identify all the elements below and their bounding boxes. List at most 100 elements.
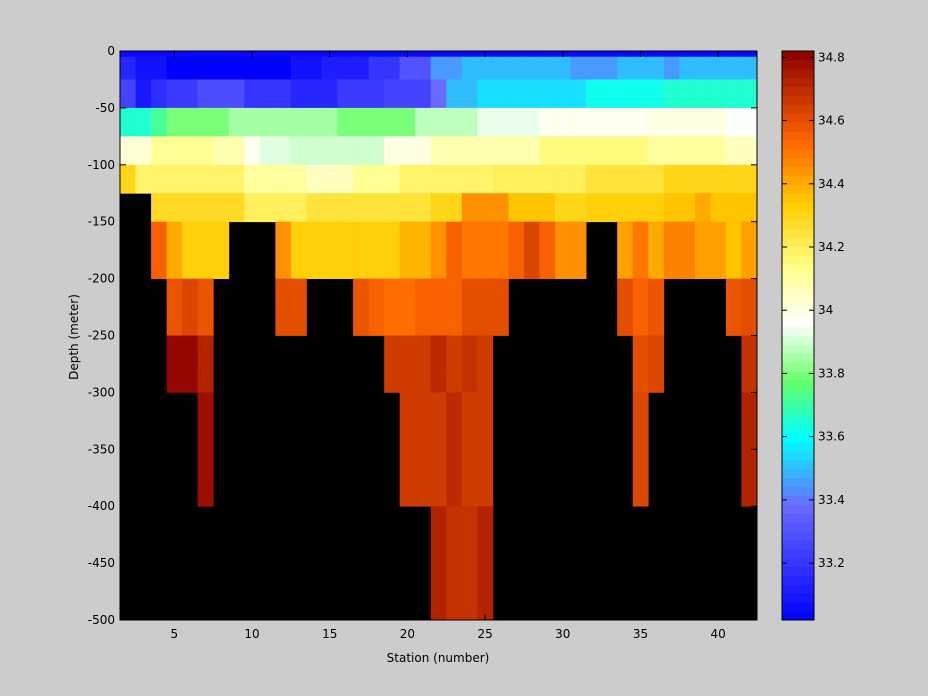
heatmap-cell bbox=[725, 221, 742, 279]
colorbar-step bbox=[782, 193, 814, 203]
heatmap-cell bbox=[508, 221, 525, 279]
y-tick-label: -400 bbox=[88, 499, 115, 513]
heatmap-cell bbox=[570, 56, 587, 80]
colorbar-step bbox=[782, 433, 814, 443]
heatmap-cell bbox=[151, 193, 168, 223]
heatmap-cell bbox=[197, 193, 214, 223]
heatmap-cell bbox=[741, 79, 758, 109]
heatmap-cell bbox=[321, 164, 338, 194]
heatmap-cell bbox=[259, 107, 276, 137]
heatmap-cell bbox=[601, 164, 618, 194]
heatmap-cell bbox=[492, 278, 509, 336]
heatmap-cell bbox=[617, 79, 634, 109]
heatmap-cell bbox=[290, 56, 307, 80]
colorbar-step bbox=[782, 406, 814, 416]
colorbar-step bbox=[782, 113, 814, 123]
heatmap-cell bbox=[384, 107, 401, 137]
heatmap-cell bbox=[244, 136, 261, 166]
heatmap-cell bbox=[182, 193, 199, 223]
heatmap-cell bbox=[477, 278, 494, 336]
heatmap-cell bbox=[679, 136, 696, 166]
heatmap-cell bbox=[430, 193, 447, 223]
colorbar-gradient bbox=[782, 51, 814, 621]
heatmap-cell bbox=[399, 392, 416, 507]
colorbar-step bbox=[782, 513, 814, 523]
heatmap-cell bbox=[446, 164, 463, 194]
heatmap-cell bbox=[523, 51, 540, 58]
heatmap-cell bbox=[228, 193, 245, 223]
heatmap-cell bbox=[570, 221, 587, 279]
colorbar-tick-label: 34 bbox=[818, 303, 833, 317]
heatmap-cell bbox=[353, 164, 369, 194]
x-tick-label: 15 bbox=[322, 627, 337, 641]
heatmap-cell bbox=[539, 193, 556, 223]
heatmap-cell bbox=[259, 56, 276, 80]
colorbar-step bbox=[782, 602, 814, 612]
heatmap-cell bbox=[461, 136, 478, 166]
heatmap-cell bbox=[353, 221, 369, 279]
heatmap-cell bbox=[508, 56, 525, 80]
heatmap-cell bbox=[197, 221, 214, 279]
heatmap-cell bbox=[617, 193, 634, 223]
heatmap-cell bbox=[430, 56, 447, 80]
heatmap-cell bbox=[461, 392, 478, 507]
y-tick-label: -150 bbox=[88, 215, 115, 229]
heatmap-cell bbox=[166, 193, 183, 223]
heatmap-cell bbox=[259, 164, 276, 194]
heatmap-cell bbox=[197, 56, 214, 80]
heatmap-cell bbox=[648, 335, 665, 393]
colorbar-step bbox=[782, 175, 814, 185]
colorbar-step bbox=[782, 273, 814, 283]
heatmap-cell bbox=[430, 221, 447, 279]
colorbar-step bbox=[782, 442, 814, 452]
heatmap-cell bbox=[197, 335, 214, 393]
y-tick-label: -450 bbox=[88, 556, 115, 570]
heatmap-cell bbox=[632, 79, 649, 109]
heatmap-cell bbox=[539, 136, 556, 166]
heatmap-cell bbox=[725, 164, 742, 194]
colorbar-step bbox=[782, 219, 814, 230]
heatmap-cell bbox=[213, 51, 230, 58]
colorbar-tick-label: 34.6 bbox=[818, 114, 845, 128]
heatmap-cell bbox=[648, 221, 665, 279]
heatmap-cell bbox=[415, 79, 432, 109]
heatmap-cell bbox=[430, 51, 447, 58]
heatmap-cell bbox=[477, 164, 494, 194]
colorbar-step bbox=[782, 371, 814, 381]
heatmap-cell bbox=[430, 107, 447, 137]
heatmap-cell bbox=[617, 56, 634, 80]
heatmap-cell bbox=[430, 164, 447, 194]
heatmap-cell bbox=[275, 221, 292, 279]
heatmap-cell bbox=[694, 56, 711, 80]
heatmap-cell bbox=[555, 107, 571, 137]
heatmap-cell bbox=[244, 193, 261, 223]
colorbar-step bbox=[782, 77, 814, 87]
heatmap-cell bbox=[353, 278, 369, 336]
heatmap-cell bbox=[275, 278, 292, 336]
colorbar-tick-label: 33.6 bbox=[818, 430, 845, 444]
heatmap-cell bbox=[477, 221, 494, 279]
heatmap-cell bbox=[446, 136, 463, 166]
heatmap-cell bbox=[290, 136, 307, 166]
colorbar-step bbox=[782, 246, 814, 256]
heatmap-cell bbox=[415, 136, 432, 166]
heatmap-cell bbox=[415, 56, 432, 80]
heatmap-cell bbox=[632, 136, 649, 166]
y-axis: 0 -50 -100 -150 -200 -250 -300 -350 -400 -450 -500 bbox=[88, 44, 757, 627]
heatmap-cell bbox=[617, 221, 634, 279]
colorbar-tick-label: 34.4 bbox=[818, 177, 845, 191]
heatmap-cell bbox=[477, 136, 494, 166]
colorbar-step bbox=[782, 317, 814, 328]
colorbar-step bbox=[782, 593, 814, 603]
heatmap-cell bbox=[694, 193, 711, 223]
heatmap-cell bbox=[151, 79, 168, 109]
heatmap-cell bbox=[663, 136, 680, 166]
heatmap-cell bbox=[306, 107, 323, 137]
heatmap-cell bbox=[275, 193, 292, 223]
heatmap-cell bbox=[182, 107, 199, 137]
colorbar-tick-label: 33.4 bbox=[818, 493, 845, 507]
heatmap-cell bbox=[337, 164, 354, 194]
heatmap-cell bbox=[570, 51, 587, 58]
heatmap-cell bbox=[399, 164, 416, 194]
